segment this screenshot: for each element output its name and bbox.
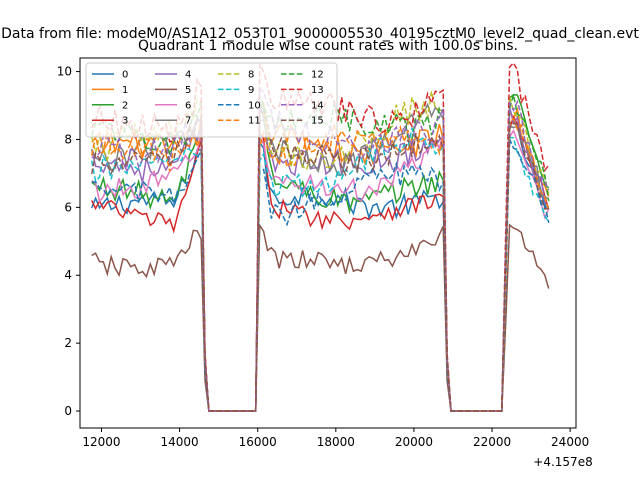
x-tick-label: 20000: [395, 435, 433, 449]
y-tick-label: 4: [64, 268, 72, 282]
y-tick-label: 10: [57, 65, 72, 79]
legend-label-13: 13: [311, 85, 324, 96]
legend-label-3: 3: [122, 116, 128, 127]
x-tick-label: 12000: [82, 435, 120, 449]
x-tick-label: 24000: [551, 435, 589, 449]
x-tick-label: 22000: [473, 435, 511, 449]
legend-label-12: 12: [311, 70, 324, 81]
legend-frame: [85, 62, 338, 138]
series-line-14: [91, 87, 550, 412]
y-tick-label: 8: [64, 132, 72, 146]
x-tick-label: 18000: [317, 435, 355, 449]
series-line-10: [91, 138, 550, 412]
x-tick-label: 16000: [239, 435, 277, 449]
legend-label-2: 2: [122, 100, 128, 111]
y-tick-label: 6: [64, 200, 72, 214]
legend-label-15: 15: [311, 116, 324, 127]
x-offset-label: +4.157e8: [533, 455, 592, 469]
legend-label-8: 8: [248, 70, 254, 81]
legend-label-4: 4: [185, 70, 191, 81]
legend-label-1: 1: [122, 85, 128, 96]
legend-label-6: 6: [185, 100, 191, 111]
x-tick-label: 14000: [160, 435, 198, 449]
legend-label-0: 0: [122, 70, 128, 81]
series-line-15: [90, 110, 549, 412]
legend-label-10: 10: [248, 100, 261, 111]
legend-label-14: 14: [311, 100, 324, 111]
y-tick-label: 0: [64, 404, 72, 418]
plot-area-frame: [79, 57, 577, 429]
figure-suptitle: Data from file: modeM0/AS1A12_053T01_900…: [1, 26, 639, 42]
chart-title: Quadrant 1 module wise count rates with …: [138, 38, 518, 54]
y-tick-label: 2: [64, 336, 72, 350]
legend-label-9: 9: [248, 85, 254, 96]
legend-label-11: 11: [248, 116, 261, 127]
legend-label-5: 5: [185, 85, 191, 96]
legend-label-7: 7: [185, 116, 191, 127]
